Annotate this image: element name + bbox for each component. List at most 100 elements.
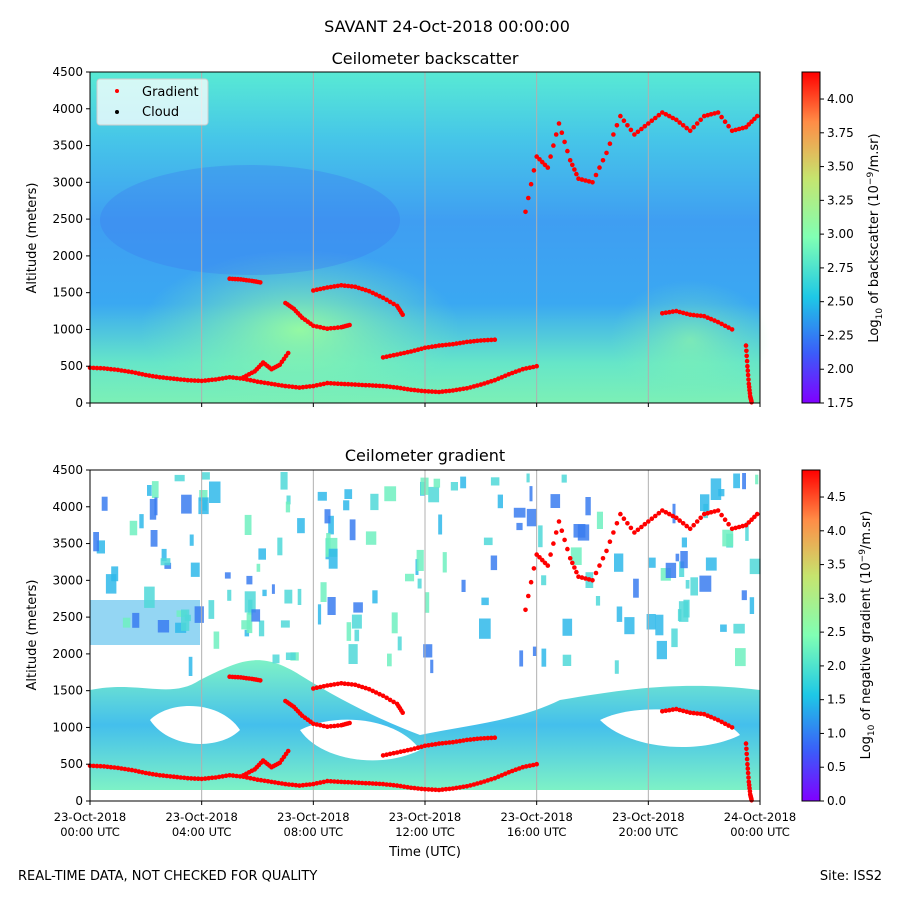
gradient-point (251, 776, 257, 782)
gradient-point (112, 367, 117, 372)
gradient-point (216, 774, 222, 780)
backscatter-ytick-label: 2500 (52, 212, 83, 226)
gradient-point (570, 162, 575, 168)
gradient-point (415, 388, 421, 393)
gradient-point (356, 285, 362, 291)
gradient-point (188, 378, 194, 383)
gradient-point (325, 380, 330, 386)
xtick-date-label: 23-Oct-2018 (165, 810, 237, 824)
gradient-point (548, 552, 553, 557)
gradient-speckle (749, 597, 755, 614)
gradient-speckle (256, 563, 261, 572)
gradient-point (691, 522, 696, 528)
gradient-speckle (325, 537, 338, 557)
backscatter-cbtick-label: 2.50 (827, 295, 854, 309)
gradient-speckle (327, 597, 336, 615)
gradient-point (192, 378, 197, 383)
gradient-speckle (349, 519, 356, 541)
gradient-point (328, 284, 334, 290)
gradient-point (154, 772, 159, 777)
gradient-point (496, 774, 501, 779)
gradient-point (335, 325, 341, 330)
gradient-speckle (272, 654, 280, 664)
gradient-point (366, 288, 372, 294)
gradient-xlabel: Time (UTC) (388, 845, 461, 860)
gradient-point (332, 284, 337, 289)
gradient-point (471, 338, 477, 344)
gradient-speckle (733, 623, 745, 634)
gradient-point (454, 387, 459, 393)
gradient-speckle (190, 562, 200, 577)
gradient-point (726, 325, 731, 330)
gradient-point (394, 783, 400, 788)
backscatter-dark-region (100, 165, 400, 275)
gradient-point (332, 381, 337, 386)
gradient-point (454, 785, 459, 791)
gradient-point (398, 783, 403, 789)
gradient-point (482, 338, 487, 343)
gradient-point (667, 309, 672, 315)
gradient-point (401, 386, 407, 392)
gradient-point (489, 735, 494, 741)
gradient-speckle (285, 501, 291, 513)
gradient-speckle (483, 537, 493, 546)
gradient-point (262, 778, 267, 784)
figure-suptitle: SAVANT 24-Oct-2018 00:00:00 (324, 17, 570, 36)
gradient-point (745, 368, 751, 373)
gradient-point (318, 286, 323, 292)
gradient-point (115, 367, 121, 373)
gradient-speckle (526, 508, 537, 527)
gradient-point (443, 740, 449, 746)
gradient-point (380, 355, 386, 360)
gradient-point (447, 342, 452, 347)
gradient-point (391, 750, 396, 756)
gradient-point (468, 783, 473, 788)
gradient-point (126, 369, 131, 374)
gradient-point (447, 388, 452, 394)
gradient-ytick-label: 4500 (52, 463, 83, 477)
gradient-point (370, 383, 376, 388)
gradient-point (744, 751, 749, 757)
gradient-speckle (479, 618, 491, 639)
gradient-point (387, 697, 393, 703)
gradient-point (752, 116, 757, 122)
gradient-point (621, 516, 627, 521)
gradient-point (719, 321, 724, 327)
gradient-point (140, 770, 145, 775)
gradient-point (509, 370, 515, 376)
gradient-point (531, 566, 537, 571)
gradient-point (562, 139, 567, 145)
gradient-point (352, 382, 358, 387)
gradient-speckle (423, 644, 433, 658)
gradient-point (715, 508, 721, 513)
gradient-point (482, 381, 487, 386)
gradient-speckle (129, 520, 138, 536)
gradient-point (401, 784, 407, 789)
gradient-point (349, 284, 355, 289)
backscatter-cbtick-label: 3.50 (827, 160, 854, 174)
gradient-point (677, 518, 682, 523)
gradient-point (576, 176, 581, 181)
backscatter-cbtick-label: 2.25 (827, 328, 854, 342)
gradient-point (743, 522, 749, 528)
gradient-point (147, 373, 152, 378)
gradient-point (311, 288, 316, 293)
gradient-speckle (562, 654, 572, 666)
gradient-point (91, 365, 96, 371)
gradient-point (321, 723, 327, 729)
gradient-point (311, 686, 316, 691)
gradient-point (440, 741, 445, 746)
gradient-gap-1 (150, 706, 240, 744)
gradient-point (387, 353, 393, 359)
gradient-point (687, 312, 693, 318)
gradient-speckle (284, 589, 293, 604)
gradient-speckle (705, 557, 717, 571)
gradient-point (419, 388, 424, 394)
gradient-point (744, 348, 749, 354)
gradient-point (482, 736, 487, 741)
gradient-point (174, 774, 180, 780)
gradient-point (667, 707, 672, 713)
backscatter-ytick-label: 3500 (52, 139, 83, 153)
gradient-point (562, 537, 567, 543)
gradient-point (363, 382, 369, 388)
